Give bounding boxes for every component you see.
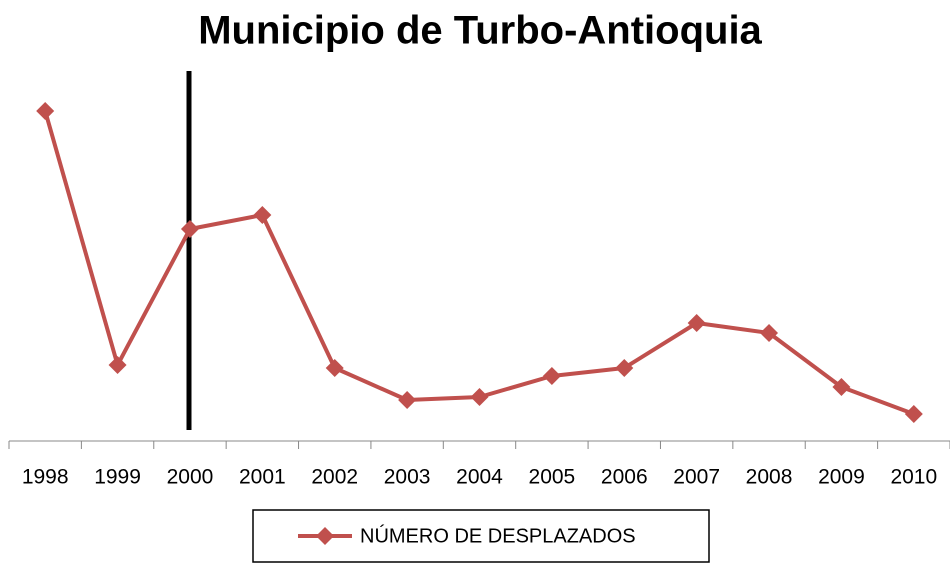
point xyxy=(470,388,489,406)
x-tick-label: 2002 xyxy=(311,466,358,489)
x-tick-label: 2001 xyxy=(239,466,286,489)
x-tick-label: 2003 xyxy=(384,466,431,489)
point xyxy=(36,102,55,120)
point xyxy=(760,324,779,342)
point xyxy=(832,378,851,396)
point xyxy=(904,405,923,423)
chart-title: Municipio de Turbo-Antioquia xyxy=(198,9,762,53)
x-tick-label: 2006 xyxy=(601,466,648,489)
point xyxy=(325,359,344,377)
legend-marker xyxy=(316,527,334,545)
x-tick-label: 2010 xyxy=(890,466,937,489)
x-tick-label: 2008 xyxy=(746,466,793,489)
x-tick-label: 2007 xyxy=(673,466,720,489)
point xyxy=(687,314,706,332)
point xyxy=(542,367,561,385)
point xyxy=(615,359,634,377)
legend-label: NÚMERO DE DESPLAZADOS xyxy=(360,524,636,547)
x-tick-label: 1998 xyxy=(22,466,69,489)
point xyxy=(108,356,127,374)
point xyxy=(398,391,417,409)
x-tick-label: 2000 xyxy=(167,466,214,489)
point xyxy=(180,220,199,238)
x-tick-label: 2004 xyxy=(456,466,503,489)
legend-box xyxy=(252,509,710,563)
point xyxy=(253,206,272,224)
x-tick-label: 1999 xyxy=(94,466,141,489)
series-line xyxy=(43,110,915,416)
x-tick-label: 2009 xyxy=(818,466,865,489)
x-tick-label: 2005 xyxy=(529,466,576,489)
